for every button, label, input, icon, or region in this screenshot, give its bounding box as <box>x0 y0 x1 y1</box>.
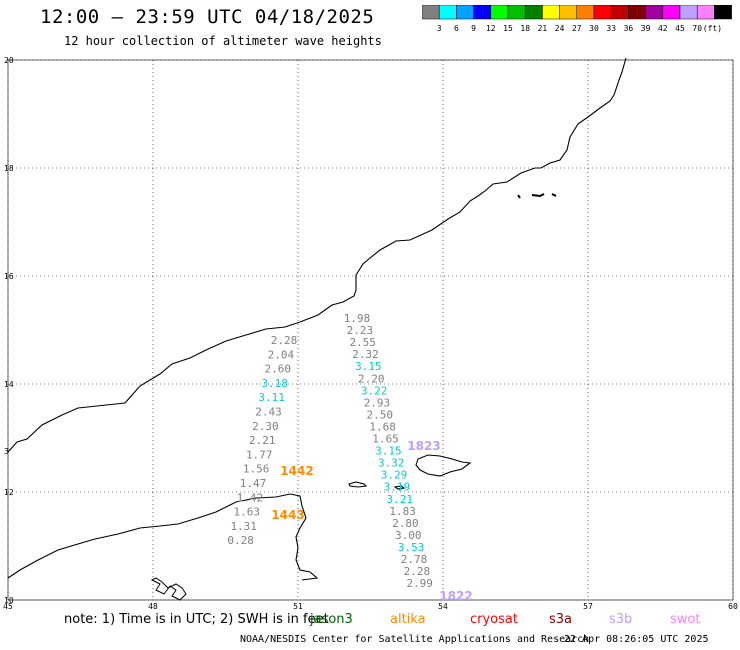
scale-label: 33 <box>606 24 616 33</box>
swh-value: 2.21 <box>249 434 276 447</box>
edge-label: 3 <box>4 447 9 456</box>
swh-value: 2.30 <box>252 420 279 433</box>
scale-label: 18 <box>520 24 530 33</box>
credit-line: NOAA/NESDIS Center for Satellite Applica… <box>240 634 590 645</box>
altimeter-tracks: 2.282.042.603.183.112.432.302.211.771.56… <box>227 312 433 590</box>
pass-number-label: 1823 <box>407 439 440 453</box>
satellite-legend-item: cryosat <box>470 612 518 627</box>
swh-value: 2.60 <box>265 363 292 376</box>
lon-label: 51 <box>293 602 303 611</box>
scale-swatch <box>714 5 732 20</box>
scale-label: (ft) <box>703 24 722 33</box>
swh-value: 1.56 <box>243 463 270 476</box>
scale-label: 70 <box>692 24 702 33</box>
swh-value: 3.29 <box>381 469 408 482</box>
swh-value: 3.00 <box>395 529 422 542</box>
islands-kuria-muria <box>517 193 557 199</box>
swh-value: 2.43 <box>255 406 282 419</box>
lat-label: 16 <box>4 272 14 281</box>
island-abd-al-kuri <box>348 481 368 488</box>
swh-value: 3.11 <box>258 391 285 404</box>
chart-title: 12:00 – 23:59 UTC 04/18/2025 <box>40 6 375 28</box>
swh-value: 1.77 <box>246 448 273 461</box>
satellite-legend-item: s3a <box>549 612 573 627</box>
scale-label: 9 <box>471 24 476 33</box>
scale-label: 3 <box>437 24 442 33</box>
swh-value: 2.55 <box>349 336 376 349</box>
scale-label: 45 <box>675 24 685 33</box>
island-samhah <box>393 485 406 490</box>
satellite-legend-item: s3b <box>609 612 633 627</box>
scale-label: 12 <box>486 24 496 33</box>
swh-value: 1.65 <box>372 433 399 446</box>
coastline <box>7 57 627 601</box>
lon-label: 54 <box>438 602 448 611</box>
satellite-legend-item: swot <box>670 612 701 627</box>
timestamp: 22 Apr 08:26:05 UTC 2025 <box>564 634 709 645</box>
swh-value: 2.28 <box>271 334 298 347</box>
swh-value: 0.28 <box>227 534 254 547</box>
coast-inlet <box>150 577 187 601</box>
lon-label: 48 <box>148 602 158 611</box>
lon-label: 57 <box>583 602 593 611</box>
lat-label: 14 <box>4 380 14 389</box>
lat-label: 12 <box>4 488 14 497</box>
swh-value: 1.63 <box>234 506 261 519</box>
swh-value: 1.42 <box>237 491 264 504</box>
satellite-legend-item: altika <box>390 612 426 627</box>
swh-value: 3.19 <box>384 481 411 494</box>
swh-value: 1.68 <box>369 420 396 433</box>
swh-value: 3.21 <box>387 493 414 506</box>
scale-label: 6 <box>454 24 459 33</box>
lon-label: 45 <box>3 602 13 611</box>
swh-value: 3.53 <box>398 541 425 554</box>
map-frame <box>7 59 734 601</box>
lat-label: 18 <box>4 164 14 173</box>
swh-value: 3.18 <box>261 377 288 390</box>
swh-value: 2.20 <box>358 372 385 385</box>
pass-number-label: 1822 <box>439 589 472 603</box>
swh-value: 3.15 <box>355 360 382 373</box>
lat-label: 10 <box>4 596 14 605</box>
scale-label: 30 <box>589 24 599 33</box>
swh-value: 2.78 <box>401 553 428 566</box>
coastline-arabia <box>7 57 627 453</box>
scale-label: 24 <box>555 24 565 33</box>
swh-value: 2.93 <box>364 396 391 409</box>
footer-note: note: 1) Time is in UTC; 2) SWH is in fe… <box>64 612 329 627</box>
swh-value: 3.22 <box>361 384 388 397</box>
lat-label: 20 <box>4 56 14 65</box>
scale-label: 42 <box>658 24 668 33</box>
coastline-somalia <box>7 493 319 581</box>
island-socotra <box>415 454 472 477</box>
swh-value: 2.50 <box>367 408 394 421</box>
swh-value: 2.28 <box>404 565 431 578</box>
chart-subtitle: 12 hour collection of altimeter wave hei… <box>64 34 382 48</box>
swh-value: 1.98 <box>344 312 371 325</box>
swh-value: 1.47 <box>240 477 267 490</box>
color-scale-legend: 3 6 9 12 15 18 21 24 27 30 33 36 39 42 45 70 (ft) <box>422 5 732 33</box>
satellite-legend-item: jason3 <box>310 612 353 627</box>
scale-label: 27 <box>572 24 582 33</box>
swh-value: 2.04 <box>268 348 295 361</box>
swh-value: 2.99 <box>406 577 433 590</box>
pass-number-label: 1442 <box>280 464 313 478</box>
lon-label: 60 <box>728 602 738 611</box>
swh-value: 1.83 <box>389 505 416 518</box>
scale-label: 21 <box>538 24 548 33</box>
scale-label: 36 <box>624 24 634 33</box>
scale-label: 15 <box>503 24 513 33</box>
scale-label: 39 <box>641 24 651 33</box>
pass-labels: 1442 1443 1823 1822 <box>271 439 472 603</box>
swh-value: 2.23 <box>347 324 374 337</box>
swh-value: 3.15 <box>375 445 402 458</box>
swh-value: 1.31 <box>230 520 257 533</box>
swh-value: 2.80 <box>392 517 419 530</box>
swh-value: 3.32 <box>378 457 405 470</box>
pass-number-label: 1443 <box>271 508 304 522</box>
swh-value: 2.32 <box>352 348 379 361</box>
